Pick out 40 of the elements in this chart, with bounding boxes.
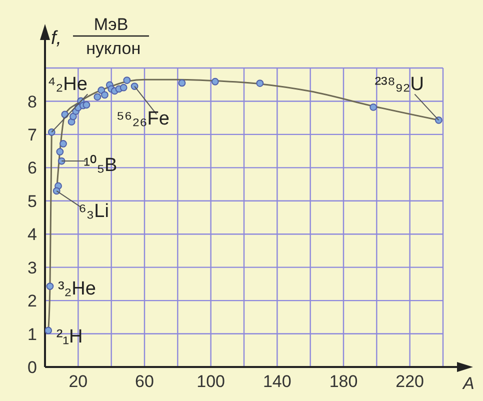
y-tick-label: 1 (28, 324, 37, 344)
x-tick-label: 140 (262, 372, 292, 392)
point (56, 148, 64, 156)
annotation: ⁴₂He (48, 74, 88, 96)
y-tick-label: 0 (28, 358, 37, 378)
annotation: ²³⁸₉₂U (374, 74, 424, 96)
x-tick-label: 180 (329, 372, 358, 392)
y-tick-label: 4 (28, 225, 37, 244)
point (101, 91, 108, 99)
point (46, 282, 54, 290)
y-tick-label: 8 (28, 92, 37, 112)
point (82, 101, 90, 109)
point (120, 84, 128, 92)
point (211, 78, 219, 86)
annotation: ⁶₃Li (78, 200, 109, 222)
annotation: ⁵⁶₂₆Fe (116, 108, 170, 130)
point (123, 76, 131, 84)
point (256, 80, 264, 87)
x-tick-label: 220 (396, 372, 424, 392)
point (130, 82, 138, 90)
x-tick-label: 20 (68, 372, 88, 392)
annotation: ¹⁰₅B (84, 154, 118, 176)
point (178, 79, 186, 87)
x-tick-label: 100 (196, 372, 226, 392)
point (45, 326, 52, 334)
annotation: ²₁H (56, 326, 83, 348)
x-axis-title: A (462, 374, 474, 393)
point (94, 93, 102, 101)
y-tick-label: 6 (28, 158, 37, 178)
x-tick-label: 60 (135, 372, 154, 392)
point (60, 140, 67, 148)
text: f, МэВ нуклон (51, 15, 141, 58)
point (370, 104, 378, 111)
y-tick-label: 2 (28, 292, 37, 311)
y-tick-label: 3 (28, 258, 37, 278)
point (434, 116, 442, 124)
y-tick-label: 5 (28, 192, 37, 211)
point (48, 128, 56, 136)
y-tick-label: 7 (28, 125, 37, 144)
annotation: ³₂He (58, 278, 96, 300)
